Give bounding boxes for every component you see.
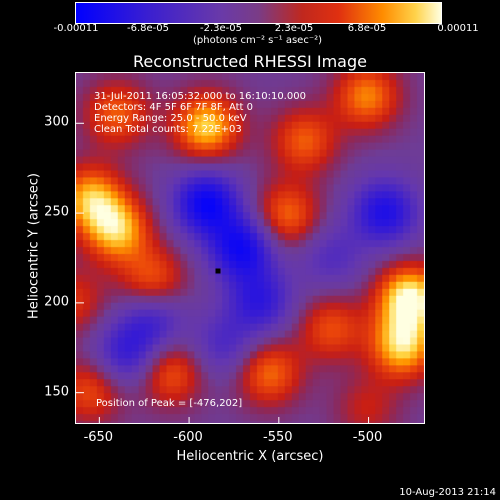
colorbar (75, 2, 442, 24)
info-energy: Energy Range: 25.0 - 50.0 keV (94, 113, 247, 124)
y-tick-label: 150 (44, 384, 69, 400)
chart-title: Reconstructed RHESSI Image (133, 52, 367, 71)
colorbar-tick: 0.00011 (437, 23, 479, 34)
y-axis-label: Heliocentric Y (arcsec) (26, 173, 42, 319)
peak-position-label: Position of Peak = [-476,202] (96, 398, 243, 409)
heatmap-image (76, 73, 424, 423)
y-tick-label: 200 (44, 294, 69, 310)
y-tick-label: 250 (44, 204, 69, 220)
plot-area: 31-Jul-2011 16:05:32.000 to 16:10:10.000… (75, 72, 425, 424)
x-tick-label: -600 (173, 430, 203, 445)
colorbar-tick: -6.8e-05 (127, 23, 169, 34)
colorbar-tick: 6.8e-05 (347, 23, 387, 34)
axis-ticks (76, 122, 370, 423)
x-axis-label: Heliocentric X (arcsec) (176, 449, 324, 464)
info-clean: Clean Total counts: 7.22E+03 (94, 124, 242, 135)
info-time: 31-Jul-2011 16:05:32.000 to 16:10:10.000 (94, 91, 306, 102)
x-tick-label: -550 (263, 430, 293, 445)
x-tick-label: -650 (83, 430, 114, 445)
colorbar-unit: (photons cm⁻² s⁻¹ asec⁻²) (192, 35, 323, 46)
y-tick-label: 300 (44, 114, 69, 130)
peak-marker (215, 268, 221, 274)
x-tick-label: -500 (352, 430, 383, 445)
info-detectors: Detectors: 4F 5F 6F 7F 8F, Att 0 (94, 102, 254, 113)
colorbar-tick: 2.3e-05 (274, 23, 314, 34)
timestamp: 10-Aug-2013 21:14 (399, 487, 496, 498)
colorbar-tick: -2.3e-05 (200, 23, 242, 34)
colorbar-tick: -0.00011 (53, 23, 99, 34)
